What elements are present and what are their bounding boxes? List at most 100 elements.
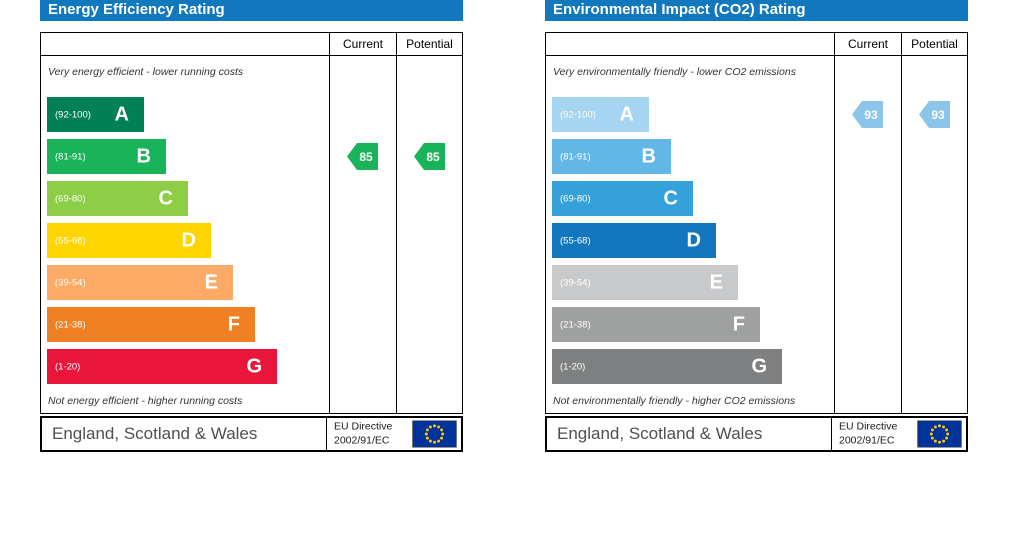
current-column-header: Current xyxy=(847,37,888,51)
potential-column-header: Potential xyxy=(406,37,453,51)
band-row: (55-68) D xyxy=(552,223,782,265)
band-range: (39-54) xyxy=(55,277,86,288)
energy-efficiency-chart: Energy Efficiency Rating Current Potenti… xyxy=(40,0,463,452)
band-letter: F xyxy=(227,313,240,335)
rating-bands: (92-100) A (81-91) B (69-80) C xyxy=(47,97,277,391)
band-letter: D xyxy=(686,229,701,251)
current-rating-value: 85 xyxy=(359,149,373,164)
environmental-chart-title-bar: Environmental Impact (CO2) Rating xyxy=(545,0,968,21)
eu-directive-label: EU Directive 2002/91/EC xyxy=(839,420,897,447)
band-range: (81-91) xyxy=(55,151,86,162)
band-g: (1-20) G xyxy=(47,349,277,384)
potential-column-header: Potential xyxy=(911,37,958,51)
band-letter: E xyxy=(204,271,218,293)
band-letter: G xyxy=(751,355,767,377)
band-row: (1-20) G xyxy=(47,349,277,391)
band-range: (21-38) xyxy=(55,319,86,330)
band-row: (69-80) C xyxy=(552,181,782,223)
band-row: (21-38) F xyxy=(47,307,277,349)
band-letter: C xyxy=(663,187,678,209)
potential-rating-value: 93 xyxy=(931,107,945,122)
current-rating-value: 93 xyxy=(864,107,878,122)
band-row: (39-54) E xyxy=(552,265,782,307)
potential-column-divider xyxy=(901,33,902,413)
band-row: (1-20) G xyxy=(552,349,782,391)
band-letter: D xyxy=(181,229,196,251)
band-range: (21-38) xyxy=(560,319,591,330)
band-range: (69-80) xyxy=(560,193,591,204)
band-letter: F xyxy=(732,313,745,335)
band-d: (55-68) D xyxy=(47,223,211,258)
eu-flag-icon xyxy=(412,420,457,448)
band-row: (21-38) F xyxy=(552,307,782,349)
band-range: (1-20) xyxy=(55,361,81,372)
band-row: (55-68) D xyxy=(47,223,277,265)
band-c: (69-80) C xyxy=(47,181,188,216)
band-range: (92-100) xyxy=(560,109,596,120)
band-f: (21-38) F xyxy=(47,307,255,342)
band-b: (81-91) B xyxy=(552,139,671,174)
bottom-note: Not energy efficient - higher running co… xyxy=(48,395,243,407)
band-d: (55-68) D xyxy=(552,223,716,258)
footer-divider xyxy=(326,418,327,450)
environmental-chart-title: Environmental Impact (CO2) Rating xyxy=(553,1,806,18)
band-range: (92-100) xyxy=(55,109,91,120)
bottom-note: Not environmentally friendly - higher CO… xyxy=(553,395,796,407)
current-column-divider xyxy=(329,33,330,413)
band-letter: E xyxy=(709,271,723,293)
band-row: (39-54) E xyxy=(47,265,277,307)
environmental-chart-footer: England, Scotland & Wales EU Directive 2… xyxy=(545,416,968,452)
band-range: (39-54) xyxy=(560,277,591,288)
band-letter: C xyxy=(158,187,173,209)
band-row: (92-100) A xyxy=(552,97,782,139)
band-row: (92-100) A xyxy=(47,97,277,139)
current-column-header: Current xyxy=(342,37,383,51)
band-e: (39-54) E xyxy=(552,265,738,300)
current-column-divider xyxy=(834,33,835,413)
band-range: (55-68) xyxy=(55,235,86,246)
energy-chart-title: Energy Efficiency Rating xyxy=(48,1,225,18)
band-b: (81-91) B xyxy=(47,139,166,174)
band-letter: B xyxy=(641,145,656,167)
band-g: (1-20) G xyxy=(552,349,782,384)
energy-chart-footer: England, Scotland & Wales EU Directive 2… xyxy=(40,416,463,452)
band-c: (69-80) C xyxy=(552,181,693,216)
band-a: (92-100) A xyxy=(47,97,144,132)
energy-chart-title-bar: Energy Efficiency Rating xyxy=(40,0,463,21)
eu-flag-icon xyxy=(917,420,962,448)
potential-column-divider xyxy=(396,33,397,413)
band-e: (39-54) E xyxy=(47,265,233,300)
eu-directive-line2: 2002/91/EC xyxy=(839,434,895,446)
potential-rating-arrow: 93 xyxy=(919,101,950,128)
environmental-impact-chart: Environmental Impact (CO2) Rating Curren… xyxy=(545,0,968,452)
band-range: (55-68) xyxy=(560,235,591,246)
band-row: (81-91) B xyxy=(552,139,782,181)
band-letter: G xyxy=(246,355,262,377)
band-f: (21-38) F xyxy=(552,307,760,342)
region-label: England, Scotland & Wales xyxy=(557,424,763,443)
footer-divider xyxy=(831,418,832,450)
top-note: Very energy efficient - lower running co… xyxy=(48,66,244,78)
eu-directive-line1: EU Directive xyxy=(839,420,898,433)
column-headers: Current Potential xyxy=(546,33,967,56)
band-range: (81-91) xyxy=(560,151,591,162)
band-letter: B xyxy=(136,145,151,167)
energy-chart-body: Current Potential Very energy efficient … xyxy=(40,32,463,414)
current-rating-arrow: 85 xyxy=(347,143,378,170)
column-headers: Current Potential xyxy=(41,33,462,56)
top-note: Very environmentally friendly - lower CO… xyxy=(553,66,796,78)
current-rating-arrow: 93 xyxy=(852,101,883,128)
eu-directive-label: EU Directive 2002/91/EC xyxy=(334,420,392,447)
region-label: England, Scotland & Wales xyxy=(52,424,258,443)
potential-rating-value: 85 xyxy=(426,149,440,164)
band-row: (69-80) C xyxy=(47,181,277,223)
band-range: (1-20) xyxy=(560,361,586,372)
eu-directive-line2: 2002/91/EC xyxy=(334,434,390,446)
rating-bands: (92-100) A (81-91) B (69-80) C xyxy=(552,97,782,391)
band-a: (92-100) A xyxy=(552,97,649,132)
band-range: (69-80) xyxy=(55,193,86,204)
environmental-chart-body: Current Potential Very environmentally f… xyxy=(545,32,968,414)
band-letter: A xyxy=(619,103,634,125)
eu-directive-line1: EU Directive xyxy=(334,420,393,433)
